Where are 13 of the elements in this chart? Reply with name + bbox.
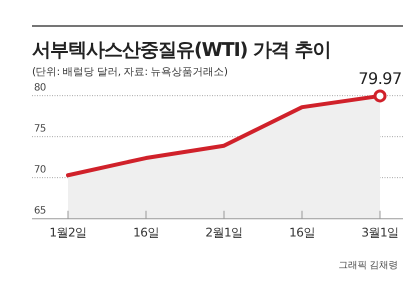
y-tick-label: 75 xyxy=(34,124,46,135)
chart-subtitle: (단위: 배럴당 달러, 자료: 뉴욕상품거래소) xyxy=(32,66,228,78)
x-tick-label: 16일 xyxy=(133,226,159,240)
annotation: 79.97 xyxy=(358,68,402,88)
x-tick-label: 1월2일 xyxy=(49,226,87,240)
text: 그래픽 김채령 xyxy=(338,260,398,271)
x-tick-label: 3월1일 xyxy=(361,226,399,240)
y-tick-label: 70 xyxy=(34,164,46,176)
y-tick-label: 80 xyxy=(34,82,46,94)
y-tick-label: 65 xyxy=(34,206,46,217)
x-tick-label: 2월1일 xyxy=(205,226,243,240)
x-tick-label: 16일 xyxy=(289,226,315,240)
chart-title: 서부텍사스산중질유(WTI) 가격 추이 xyxy=(32,39,331,61)
